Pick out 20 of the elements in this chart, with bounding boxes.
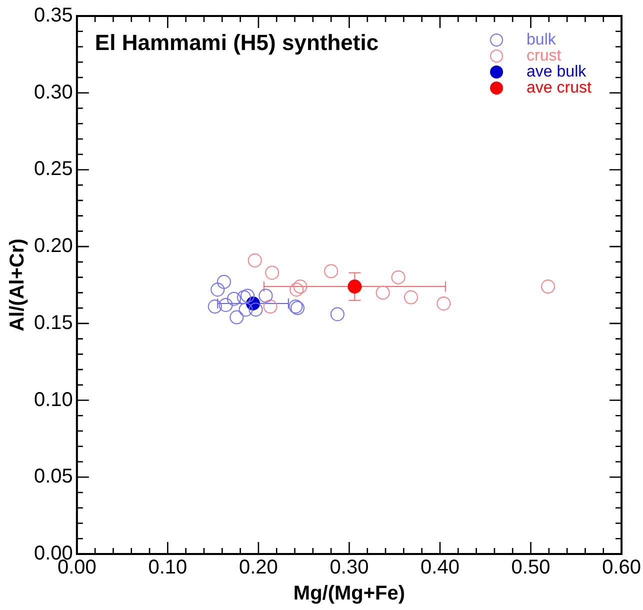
x-tick-label: 0.50 (511, 556, 550, 579)
legend-label: ave bulk (526, 63, 588, 80)
y-tick-label: 0.10 (34, 388, 73, 411)
legend-label: ave crust (526, 79, 592, 96)
y-axis-title: Al/(Al+Cr) (6, 238, 29, 332)
legend-label: crust (526, 47, 562, 64)
y-tick-label: 0.30 (34, 81, 73, 104)
x-tick-label: 0.60 (602, 556, 642, 579)
y-tick-label: 0.20 (34, 235, 73, 258)
y-tick-label: 0.15 (34, 312, 73, 334)
text: El Hammami (H5) synthetic (94, 30, 379, 56)
x-axis-title: Mg/(Mg+Fe) (293, 582, 406, 605)
x-tick-label: 0.20 (238, 556, 278, 579)
x-tick-label: 0.40 (420, 556, 460, 579)
y-tick-label: 0.25 (34, 158, 73, 180)
y-tick-label: 0.05 (34, 466, 73, 488)
y-tick-label: 0.35 (34, 4, 73, 27)
legend-label: bulk (526, 31, 557, 48)
x-tick-label: 0.30 (330, 556, 369, 579)
x-tick-label: 0.10 (148, 556, 188, 579)
